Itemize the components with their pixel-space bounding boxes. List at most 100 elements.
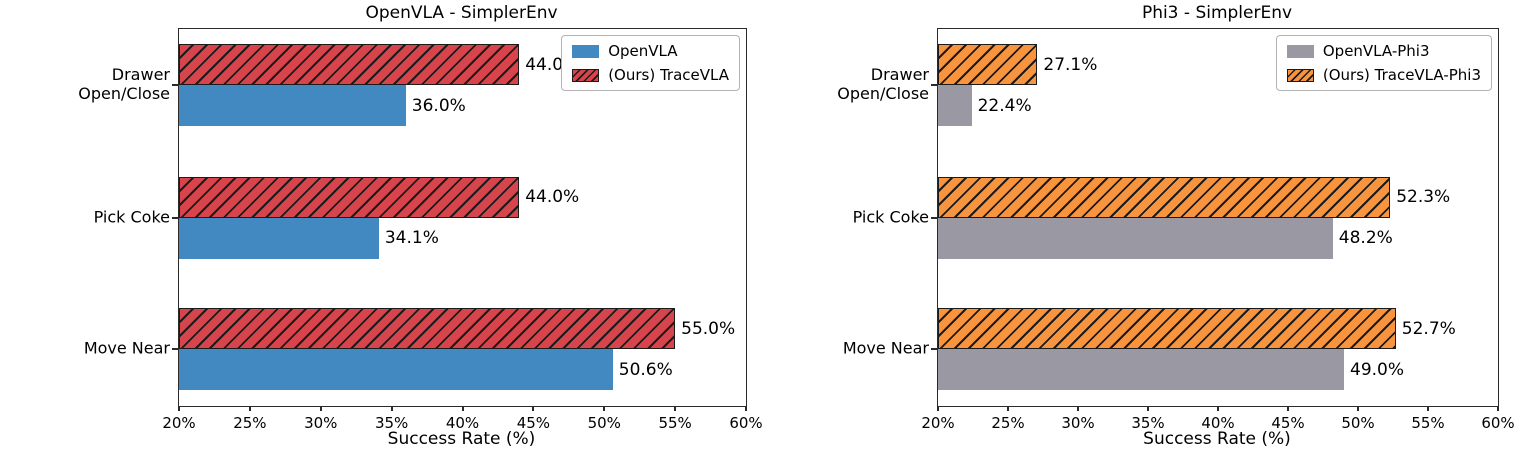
x-tick-label: 20%	[921, 414, 955, 432]
bar	[179, 44, 520, 86]
legend-entry: (Ours) TraceVLA-Phi3	[1286, 66, 1481, 84]
legend-entry: OpenVLA	[572, 42, 729, 60]
x-tick-mark	[1077, 406, 1079, 411]
bar	[938, 349, 1344, 391]
chart-phi3-simplerenv: Phi3 - SimplerEnv 22.4% 27.1% 48.2% 52.3% 49…	[759, 0, 1522, 457]
category-label: Pick Coke	[853, 207, 929, 226]
x-tick-label: 25%	[233, 414, 267, 432]
bar-value-label: 44.0%	[525, 187, 580, 208]
y-tick-mark	[931, 216, 937, 219]
x-tick-mark	[319, 406, 322, 411]
legend-label: (Ours) TraceVLA	[608, 66, 729, 84]
bar-value-label: 36.0%	[411, 95, 466, 116]
category-label-line: Move Near	[83, 338, 170, 358]
x-tick-label: 50%	[587, 414, 621, 432]
category-label-line: Open/Close	[837, 84, 929, 104]
bar-value-label: 50.6%	[618, 359, 673, 380]
legend-swatch	[572, 68, 600, 82]
legend-swatch	[1286, 68, 1314, 82]
legend-entry: OpenVLA-Phi3	[1286, 42, 1481, 60]
bar-value-label: 22.4%	[977, 95, 1032, 116]
x-tick-mark	[1147, 406, 1149, 411]
chart-openvla-simplerenv: OpenVLA - SimplerEnv 36.0% 44.0% 34.1% 44.0…	[78, 3, 763, 449]
x-tick-label: 40%	[1201, 414, 1235, 432]
bar	[179, 308, 676, 350]
bar	[938, 176, 1391, 218]
y-tick-mark	[931, 348, 937, 351]
category-label: Drawer Open/Close	[837, 65, 929, 103]
plot-area: 22.4% 27.1% 48.2% 52.3% 49.0% 52.7% 20% 25% 30% 3…	[921, 28, 1515, 432]
x-tick-label: 55%	[658, 414, 692, 432]
bar-value-label: 27.1%	[1043, 54, 1098, 75]
bar-value-label: 52.3%	[1396, 187, 1451, 208]
x-tick-mark	[1217, 406, 1219, 411]
legend-entry: (Ours) TraceVLA	[572, 66, 729, 84]
category-label-line: Move Near	[842, 338, 929, 358]
legend-label: OpenVLA	[608, 42, 678, 60]
bar-value-label: 48.2%	[1338, 228, 1393, 249]
x-tick-label: 45%	[516, 414, 551, 432]
x-tick-mark	[603, 406, 606, 411]
x-tick-mark	[532, 406, 535, 411]
x-tick-label: 40%	[445, 414, 480, 432]
x-tick-label: 55%	[1411, 414, 1445, 432]
x-tick-mark	[248, 406, 251, 411]
legend-swatch	[1286, 44, 1314, 58]
x-tick-label: 30%	[1061, 414, 1095, 432]
x-tick-mark	[1497, 406, 1499, 411]
category-label-line: Drawer	[111, 65, 170, 85]
category-label-line: Pick Coke	[93, 207, 170, 227]
x-axis-label: Success Rate (%)	[387, 429, 536, 449]
x-tick-label: 35%	[374, 414, 409, 432]
x-tick-label: 35%	[1131, 414, 1165, 432]
y-tick-mark	[172, 348, 178, 351]
x-axis-label: Success Rate (%)	[1143, 429, 1291, 449]
y-tick-mark	[172, 84, 178, 87]
bar-value-label: 52.7%	[1401, 318, 1456, 339]
bar	[938, 85, 972, 127]
plot-area: 36.0% 44.0% 34.1% 44.0% 50.6% 55.0% 20% 25% 30% 3…	[162, 28, 763, 432]
category-label-line: Pick Coke	[852, 207, 929, 227]
x-tick-label: 30%	[304, 414, 338, 432]
chart-title: OpenVLA - SimplerEnv	[365, 3, 558, 23]
legend-label: (Ours) TraceVLA-Phi3	[1322, 66, 1481, 84]
bar	[179, 176, 520, 218]
x-tick-mark	[1287, 406, 1289, 411]
legend: OpenVLA (Ours) TraceVLA	[561, 35, 740, 91]
category-label-line: Drawer	[870, 65, 929, 85]
bar	[938, 217, 1333, 259]
x-tick-mark	[674, 406, 677, 411]
legend: OpenVLA-Phi3 (Ours) TraceVLA-Phi3	[1275, 35, 1492, 91]
legend-label: OpenVLA-Phi3	[1322, 42, 1430, 60]
category-label: Move Near	[84, 339, 170, 358]
x-tick-mark	[1427, 406, 1429, 411]
bar-value-label: 49.0%	[1350, 359, 1405, 380]
bar-value-label: 55.0%	[681, 318, 736, 339]
bar	[179, 349, 613, 391]
legend-swatch	[572, 44, 600, 58]
y-tick-mark	[172, 216, 178, 219]
x-tick-label: 60%	[1481, 414, 1515, 432]
bar	[179, 217, 379, 259]
x-tick-label: 20%	[162, 414, 196, 432]
bar	[179, 85, 406, 127]
bar	[938, 308, 1396, 350]
bar	[938, 44, 1038, 86]
x-tick-label: 45%	[1271, 414, 1305, 432]
x-tick-label: 60%	[729, 414, 763, 432]
x-tick-mark	[390, 406, 393, 411]
category-label: Pick Coke	[94, 207, 170, 226]
x-tick-label: 25%	[991, 414, 1025, 432]
x-tick-label: 50%	[1341, 414, 1375, 432]
category-label: Move Near	[843, 339, 929, 358]
x-tick-mark	[1357, 406, 1359, 411]
x-tick-mark	[937, 406, 939, 411]
x-tick-mark	[745, 406, 747, 411]
chart-title: Phi3 - SimplerEnv	[1141, 3, 1293, 23]
x-tick-mark	[461, 406, 464, 411]
category-label-line: Open/Close	[78, 84, 170, 104]
bar-value-label: 34.1%	[384, 228, 439, 249]
x-tick-mark	[178, 406, 180, 411]
category-label: Drawer Open/Close	[78, 65, 170, 103]
